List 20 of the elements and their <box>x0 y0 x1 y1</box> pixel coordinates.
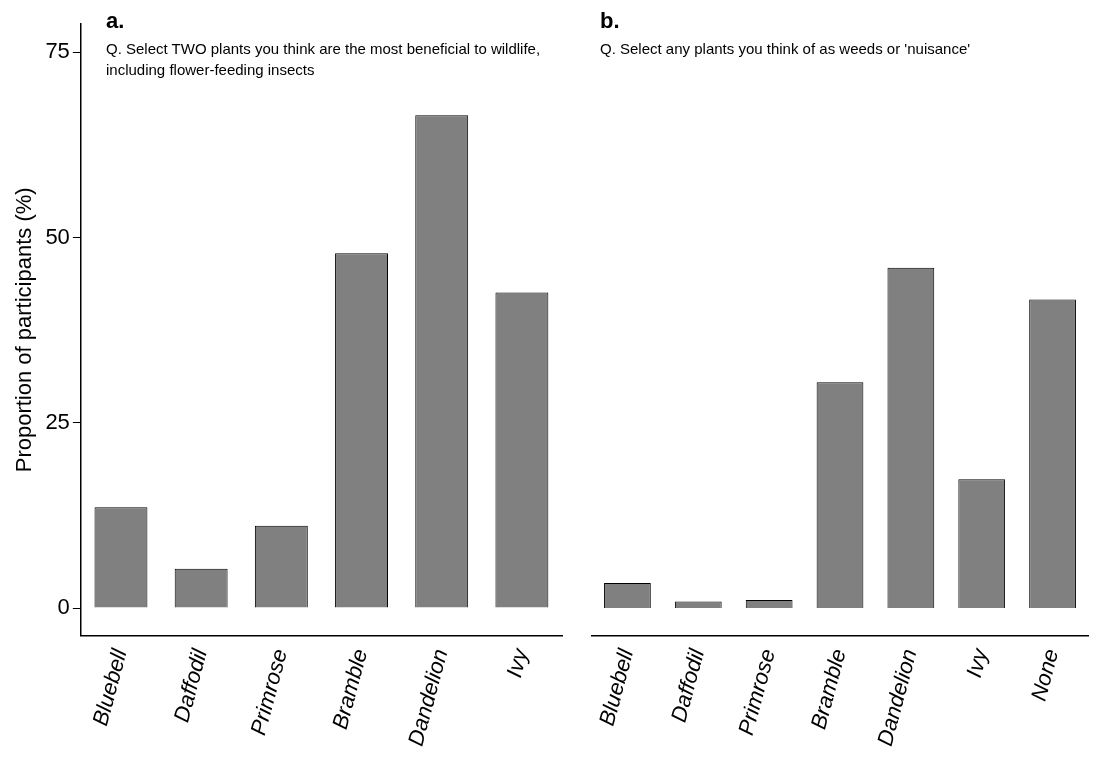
x-tick-label: Primrose <box>245 646 293 738</box>
x-tick-label: Daffodil <box>665 645 710 725</box>
x-tick-label: None <box>1025 646 1064 704</box>
x-tick-label: Primrose <box>732 646 780 738</box>
x-tick-label: Ivy <box>961 644 993 680</box>
y-tick-label: 75 <box>45 38 70 64</box>
chart-subtitle: Q. Select any plants you think of as weeds or 'nuisance' <box>600 39 972 59</box>
chart-title: a. <box>106 8 126 34</box>
y-axis-title: Proportion of participants (%) <box>11 187 37 473</box>
text: Q. Select TWO plants you think are the most beneficial to wildlife, including flower-feeding insects <box>106 39 542 80</box>
x-tick-label: Bluebell <box>87 645 132 729</box>
y-tick-label: 50 <box>45 223 70 249</box>
y-tick-label: 0 <box>57 594 70 620</box>
y-tick-label: 25 <box>45 408 70 434</box>
x-tick-label: Bramble <box>326 646 373 732</box>
x-tick-label: Bluebell <box>593 645 639 729</box>
x-tick-label: Daffodil <box>168 645 213 725</box>
x-tick-label: Bramble <box>805 646 851 732</box>
chart-title: b. <box>600 8 621 34</box>
x-tick-label: Ivy <box>501 644 534 680</box>
